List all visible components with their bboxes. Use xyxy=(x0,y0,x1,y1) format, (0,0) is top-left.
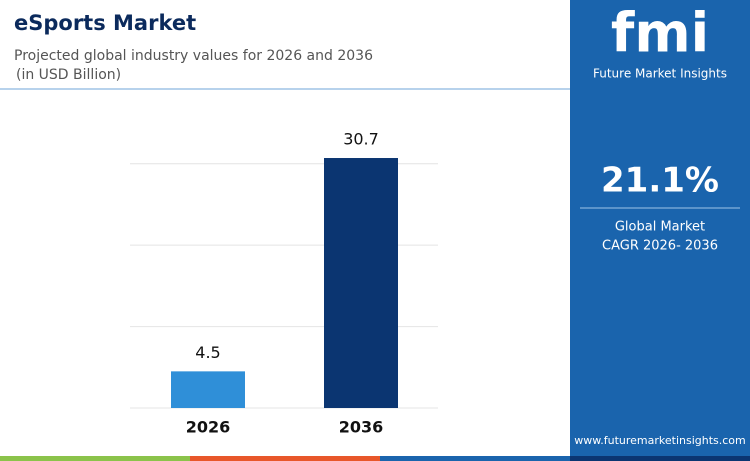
stripe xyxy=(380,456,570,461)
value-label: 4.5 xyxy=(195,343,220,362)
bar xyxy=(324,158,398,408)
bar xyxy=(171,371,245,408)
stripe xyxy=(190,456,380,461)
cagr-value: 21.1% xyxy=(601,161,719,201)
x-tick-label: 2036 xyxy=(339,418,384,437)
x-tick-label: 2026 xyxy=(186,418,231,437)
sidebar xyxy=(570,0,750,461)
stripe xyxy=(0,456,190,461)
url: www.futuremarketinsights.com xyxy=(574,434,746,447)
cagr-caption: Global Market xyxy=(615,220,705,235)
chart-subtitle: Projected global industry values for 202… xyxy=(14,48,373,64)
stripe xyxy=(570,456,750,461)
unit-label: (in USD Billion) xyxy=(16,67,121,83)
brand: Future Market Insights xyxy=(593,67,727,81)
value-label: 30.7 xyxy=(343,130,379,149)
chart-title: eSports Market xyxy=(14,11,196,35)
cagr-caption: CAGR 2026- 2036 xyxy=(602,239,718,254)
logo: fmi xyxy=(611,2,709,65)
